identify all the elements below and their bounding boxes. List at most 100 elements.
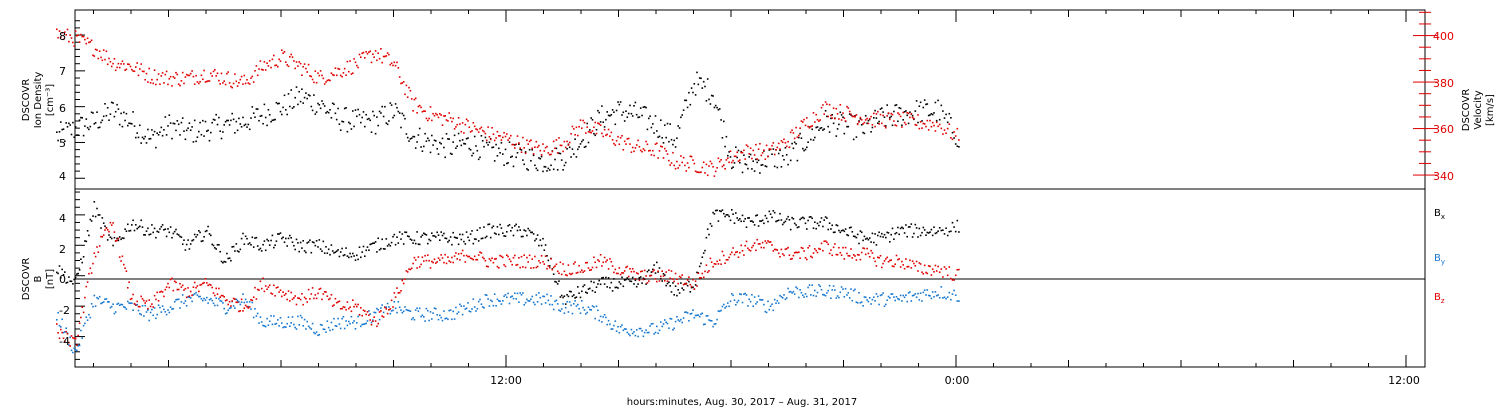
by-point — [724, 307, 726, 309]
velocity-point — [690, 155, 693, 158]
by-point — [127, 300, 129, 303]
density-point — [451, 153, 453, 155]
bx-point — [531, 231, 533, 234]
bx-point — [633, 283, 635, 285]
bx-point — [315, 240, 318, 242]
velocity-point — [573, 128, 575, 130]
bx-point — [385, 238, 388, 240]
by-point — [915, 296, 918, 298]
bz-point — [177, 288, 180, 291]
bx-point — [325, 246, 327, 248]
bz-point — [175, 281, 177, 284]
velocity-point — [92, 54, 94, 57]
density-point — [591, 119, 594, 121]
bz-point — [101, 236, 104, 238]
velocity-point — [198, 82, 200, 85]
bz-point — [542, 260, 544, 263]
density-point — [345, 107, 347, 109]
density-point — [536, 169, 539, 172]
velocity-point — [536, 146, 539, 148]
bz-point — [354, 303, 357, 306]
by-point — [783, 294, 785, 296]
density-point — [520, 149, 523, 151]
velocity-point — [652, 149, 654, 152]
by-point — [412, 317, 414, 319]
bz-point — [806, 258, 808, 261]
by-point — [86, 319, 89, 321]
velocity-point — [319, 70, 322, 72]
density-point — [893, 110, 895, 113]
velocity-point — [535, 140, 538, 143]
bz-point — [151, 303, 153, 305]
bx-point — [619, 283, 622, 285]
bx-point — [331, 250, 334, 252]
bz-point — [702, 276, 705, 279]
velocity-point — [725, 159, 728, 161]
bx-point — [136, 227, 138, 230]
density-point — [124, 119, 126, 122]
by-point — [425, 307, 428, 310]
velocity-point — [270, 66, 272, 69]
by-point — [796, 287, 799, 290]
by-point — [238, 301, 240, 303]
bx-point — [390, 241, 393, 244]
bx-point — [323, 252, 326, 254]
density-point — [157, 134, 160, 136]
bz-point — [855, 259, 858, 261]
bx-point — [515, 223, 517, 226]
velocity-point — [400, 82, 402, 85]
bx-point — [476, 229, 479, 231]
velocity-point — [116, 66, 118, 69]
bz-point — [587, 267, 590, 269]
bz-point — [232, 297, 235, 300]
bz-point — [615, 272, 618, 275]
bx-point — [373, 242, 375, 244]
density-point — [163, 129, 165, 131]
bx-point — [775, 220, 777, 223]
density-point — [593, 132, 595, 135]
bz-point — [172, 289, 175, 292]
by-point — [73, 347, 75, 350]
by-point — [489, 299, 492, 302]
velocity-point — [894, 124, 896, 126]
density-point — [279, 110, 282, 113]
bx-point — [268, 244, 271, 246]
bz-point — [256, 288, 259, 291]
velocity-point — [785, 145, 788, 148]
density-point — [639, 107, 642, 109]
bz-point — [819, 248, 821, 251]
velocity-point — [307, 63, 310, 66]
bz-point — [169, 278, 172, 281]
density-point — [755, 158, 757, 161]
velocity-point — [653, 154, 655, 157]
bz-point — [357, 303, 359, 306]
density-point — [712, 95, 714, 97]
density-point — [230, 119, 232, 122]
velocity-point — [799, 127, 801, 129]
bz-point — [860, 251, 863, 254]
by-point — [259, 316, 262, 318]
density-point — [601, 105, 603, 107]
bz-point — [195, 286, 197, 289]
bx-point — [670, 291, 673, 293]
by-point — [185, 305, 188, 307]
velocity-point — [903, 121, 906, 124]
density-point — [913, 118, 915, 121]
velocity-point — [856, 123, 859, 126]
bx-point — [901, 226, 903, 229]
by-point — [927, 294, 930, 297]
velocity-point — [732, 159, 734, 162]
density-point — [544, 166, 547, 168]
by-point — [718, 310, 721, 313]
density-point — [898, 107, 900, 109]
bx-point — [527, 227, 529, 230]
by-point — [539, 296, 542, 299]
by-point — [349, 322, 351, 325]
bz-point — [682, 283, 685, 286]
density-point — [519, 148, 521, 151]
density-point — [118, 123, 121, 126]
bx-point — [856, 233, 859, 236]
bx-point — [570, 290, 572, 293]
bz-point — [799, 257, 801, 259]
bz-point — [452, 261, 454, 264]
